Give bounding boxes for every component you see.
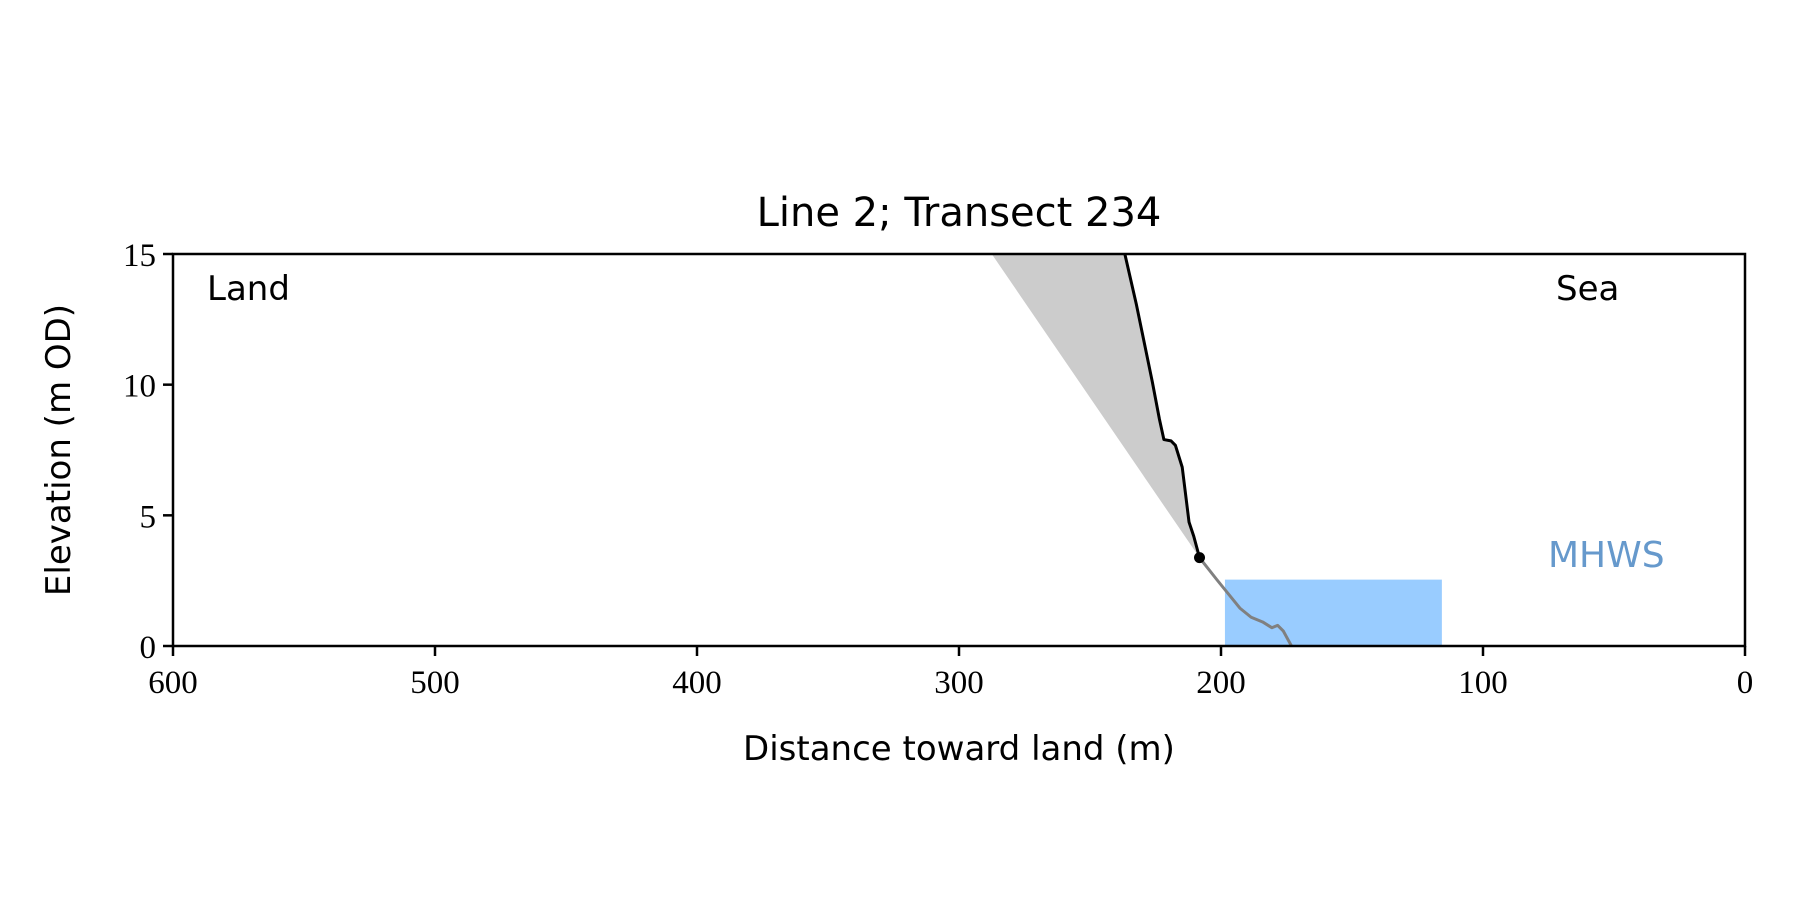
x-tick-label: 300 xyxy=(934,665,984,701)
y-tick-label: 5 xyxy=(140,499,157,535)
y-axis-label: Elevation (m OD) xyxy=(39,304,79,596)
x-tick-label: 200 xyxy=(1196,665,1246,701)
x-tick-label: 100 xyxy=(1458,665,1508,701)
y-tick-label: 10 xyxy=(123,369,156,405)
y-tick-label: 0 xyxy=(140,630,157,666)
foreshore-line xyxy=(1198,556,1293,647)
x-tick-label: 400 xyxy=(672,665,722,701)
x-tick-label: 500 xyxy=(410,665,460,701)
y-tick-label: 15 xyxy=(123,238,156,274)
mhws-band xyxy=(1224,579,1442,646)
x-tick-label: 600 xyxy=(148,665,198,701)
x-axis-label: Distance toward land (m) xyxy=(743,729,1175,769)
x-tick-label: 0 xyxy=(1737,665,1754,701)
plot-frame xyxy=(171,252,1747,648)
land-label: Land xyxy=(207,269,290,309)
cliff-toe-point xyxy=(1194,552,1206,564)
envelope xyxy=(991,254,1200,558)
chart-title: Line 2; Transect 234 xyxy=(757,190,1162,236)
sea-label: Sea xyxy=(1556,269,1619,309)
mhws-label: MHWS xyxy=(1548,535,1665,576)
cliff-line xyxy=(1123,253,1201,559)
